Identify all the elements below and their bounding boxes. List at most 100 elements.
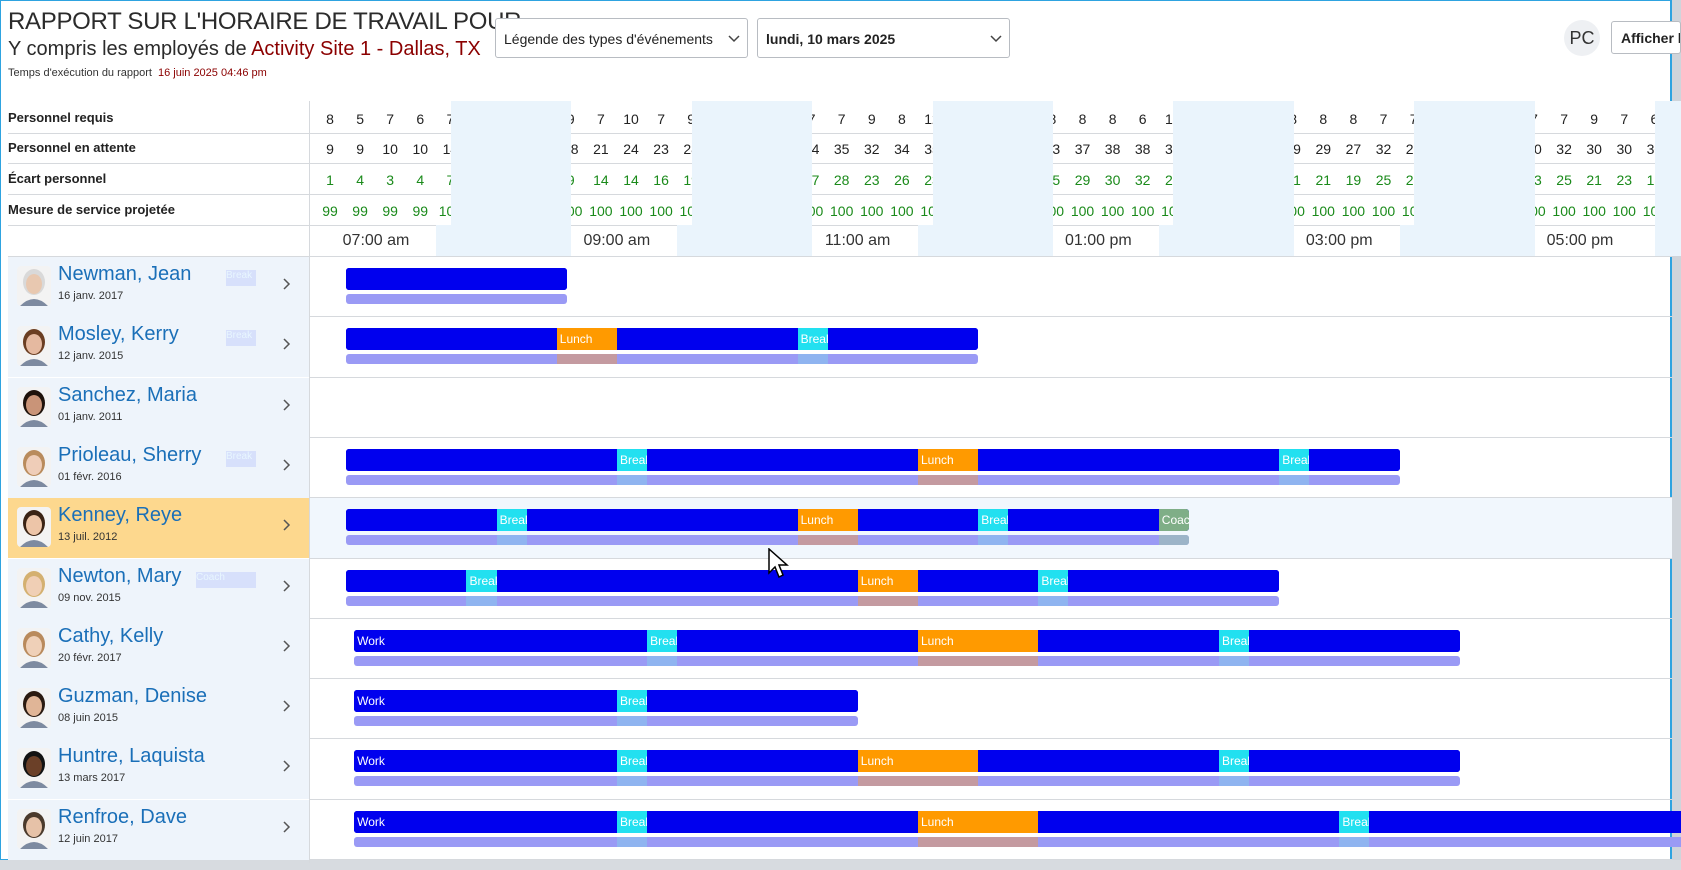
metric-value: 99 (352, 203, 368, 219)
metric-value: 7 (1379, 111, 1388, 127)
event-work[interactable] (647, 448, 918, 471)
event-coaching[interactable]: Coach (1158, 509, 1189, 532)
event-work[interactable] (917, 569, 1039, 592)
event-break[interactable]: Break (1038, 569, 1069, 592)
event-work[interactable] (647, 750, 858, 773)
employee-name[interactable]: Huntre, Laquista (58, 745, 205, 768)
event-break[interactable]: Break (616, 448, 648, 471)
employee-name[interactable]: Newton, Mary (58, 564, 182, 587)
employee-name[interactable]: Prioleau, Sherry (58, 443, 202, 466)
event-work[interactable] (677, 629, 918, 652)
chevron-right-icon[interactable] (279, 277, 293, 291)
event-work[interactable] (857, 509, 979, 532)
event-work[interactable]: Work (354, 810, 617, 833)
user-avatar[interactable]: PC (1564, 20, 1600, 56)
event-lunch[interactable]: Lunch (917, 448, 979, 471)
employee-name[interactable]: Mosley, Kerry (58, 323, 179, 346)
employee-row[interactable]: Break Newman, Jean 16 janv. 2017 (8, 257, 309, 317)
event-work[interactable] (346, 509, 497, 532)
chevron-right-icon[interactable] (279, 579, 293, 593)
event-work[interactable] (346, 268, 567, 290)
chevron-right-icon[interactable] (279, 639, 293, 653)
chevron-right-icon[interactable] (279, 337, 293, 351)
event-break[interactable]: Break (1279, 448, 1310, 471)
employee-name[interactable]: Cathy, Kelly (58, 624, 164, 647)
event-work[interactable] (1249, 629, 1460, 652)
event-break[interactable]: Break (616, 690, 648, 713)
event-work[interactable] (647, 810, 918, 833)
employee-row[interactable]: Sanchez, Maria 01 janv. 2011 (8, 377, 309, 438)
event-work[interactable] (647, 690, 858, 713)
event-break[interactable]: Break (1218, 750, 1250, 773)
event-work[interactable] (827, 328, 979, 351)
event-work[interactable]: Work (354, 690, 617, 713)
employee-row[interactable]: Renfroe, Dave 12 juin 2017 (8, 799, 309, 860)
event-legend-dropdown[interactable]: Légende des types d'événements (495, 18, 748, 58)
event-work[interactable] (1249, 750, 1460, 773)
employee-row[interactable]: Break Prioleau, Sherry 01 févr. 2016 (8, 437, 309, 498)
event-lunch[interactable]: Lunch (857, 569, 918, 592)
employee-row[interactable]: Huntre, Laquista 13 mars 2017 (8, 739, 309, 800)
employee-name[interactable]: Sanchez, Maria (58, 383, 197, 406)
employee-row[interactable]: Kenney, Reye 13 juil. 2012 (8, 498, 309, 559)
event-break[interactable]: Break (1339, 810, 1370, 833)
event-work[interactable] (1038, 629, 1219, 652)
event-work[interactable] (346, 328, 557, 351)
event-work[interactable] (1369, 810, 1681, 833)
employee-name[interactable]: Newman, Jean (58, 263, 192, 285)
event-work[interactable] (978, 750, 1219, 773)
employee-row[interactable]: Break Mosley, Kerry 12 janv. 2015 (8, 317, 309, 378)
event-work[interactable] (1008, 509, 1159, 532)
event-lunch[interactable]: Lunch (556, 328, 617, 351)
employee-name[interactable]: Guzman, Denise (58, 685, 207, 708)
event-work[interactable] (496, 569, 858, 592)
event-lunch[interactable]: Lunch (917, 810, 1039, 833)
chevron-right-icon[interactable] (279, 398, 293, 412)
chevron-right-icon[interactable] (279, 699, 293, 713)
event-work[interactable] (978, 448, 1280, 471)
event-work[interactable] (1068, 569, 1280, 592)
event-work[interactable] (616, 328, 798, 351)
event-break[interactable]: Break (647, 629, 678, 652)
event-work[interactable] (526, 509, 798, 532)
metric-value: 10 (382, 141, 398, 157)
event-lunch[interactable]: Lunch (797, 509, 858, 532)
event-work[interactable] (346, 448, 617, 471)
event-break[interactable]: Break (496, 509, 527, 532)
event-break[interactable]: Break (616, 810, 648, 833)
schedule-bar[interactable]: WorkBreakLunchBreak (354, 810, 1681, 833)
event-work[interactable] (346, 569, 467, 592)
event-break[interactable]: Break (978, 509, 1009, 532)
event-break[interactable]: Break (797, 328, 828, 351)
date-dropdown[interactable]: lundi, 10 mars 2025 (757, 18, 1010, 58)
schedule-bar[interactable]: Break Lunch Break Coach (346, 509, 1189, 532)
show-button[interactable]: Afficher le (1611, 21, 1681, 54)
schedule-bar[interactable]: WorkBreak (354, 690, 858, 713)
chevron-right-icon[interactable] (279, 518, 293, 532)
event-break[interactable]: Break (616, 750, 648, 773)
schedule-bar[interactable]: WorkBreakLunchBreak (354, 629, 1460, 652)
event-lunch[interactable]: Lunch (917, 629, 1039, 652)
chevron-right-icon[interactable] (279, 458, 293, 472)
employee-row[interactable]: Guzman, Denise 08 juin 2015 (8, 679, 309, 740)
chevron-right-icon[interactable] (279, 759, 293, 773)
chevron-right-icon[interactable] (279, 820, 293, 834)
event-break[interactable]: Break (1218, 629, 1250, 652)
schedule-bar[interactable]: Lunch Break (346, 328, 979, 351)
schedule-bar[interactable]: Break Lunch Break (346, 448, 1400, 471)
event-lunch[interactable]: Lunch (857, 750, 979, 773)
employee-name[interactable]: Renfroe, Dave (58, 805, 187, 828)
employee-row[interactable]: Coach Newton, Mary 09 nov. 2015 (8, 558, 309, 619)
event-work[interactable]: Work (354, 629, 648, 652)
event-work[interactable] (1038, 810, 1340, 833)
hour-column-shade (1203, 101, 1234, 256)
event-work[interactable]: Work (354, 750, 617, 773)
schedule-bar[interactable]: Break Lunch Break (346, 569, 1280, 592)
schedule-bar[interactable] (346, 268, 567, 290)
event-break[interactable]: Break (466, 569, 497, 592)
event-work[interactable] (1309, 448, 1400, 471)
schedule-bar[interactable]: WorkBreakLunchBreak (354, 750, 1460, 773)
employee-name[interactable]: Kenney, Reye (58, 504, 183, 527)
employee-row[interactable]: Cathy, Kelly 20 févr. 2017 (8, 618, 309, 679)
actual-event-break (1339, 836, 1370, 847)
